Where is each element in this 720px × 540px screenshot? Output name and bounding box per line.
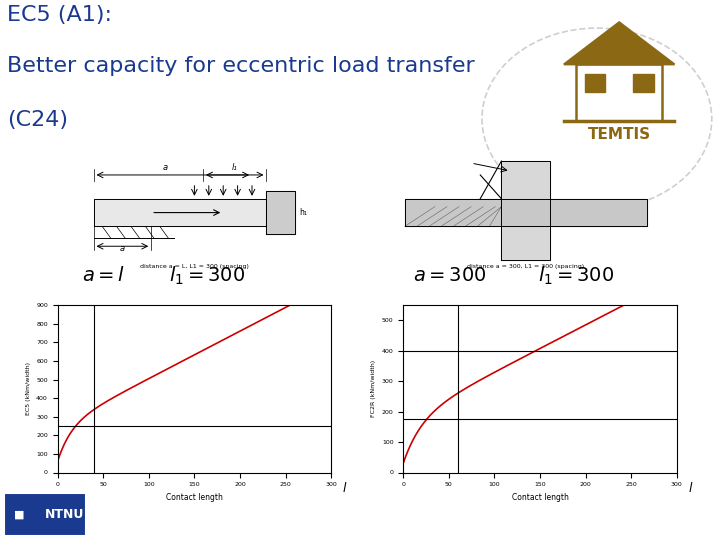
Text: $a = l$: $a = l$ [82,266,125,285]
Text: (C24): (C24) [7,110,68,130]
Text: NTNU: NTNU [45,508,84,521]
Text: $l_1 = 300$: $l_1 = 300$ [169,264,246,287]
Text: September 2008: September 2008 [154,508,271,521]
Y-axis label: EC5 (kNm/width): EC5 (kNm/width) [26,362,30,415]
Text: Better capacity for eccentric load transfer: Better capacity for eccentric load trans… [7,56,475,77]
Polygon shape [564,22,675,64]
Bar [4,493,86,536]
Text: $l_1 = 300$: $l_1 = 300$ [538,264,614,287]
Text: EC5 (A1):: EC5 (A1): [7,5,112,25]
Text: l₁: l₁ [232,163,238,172]
Text: distance a = 300, L1 = 300 (spacing): distance a = 300, L1 = 300 (spacing) [467,264,584,269]
Text: distance a = L, L1 = 300 (spacing): distance a = L, L1 = 300 (spacing) [140,264,249,269]
Text: $l$: $l$ [342,481,348,495]
Y-axis label: FC2R (kNm/width): FC2R (kNm/width) [372,360,376,417]
X-axis label: Contact length: Contact length [512,493,568,502]
Bar [633,74,654,92]
Text: Department of structural engineering: Department of structural engineering [431,508,692,521]
Text: a: a [163,163,168,172]
Text: TEMTIS: TEMTIS [588,126,651,141]
Text: $a = 300$: $a = 300$ [413,266,487,285]
Text: ■: ■ [14,509,25,519]
Bar [585,74,606,92]
X-axis label: Contact length: Contact length [166,493,222,502]
Text: 40: 40 [351,508,369,521]
Text: h₁: h₁ [300,208,307,217]
Text: a: a [120,244,125,253]
Text: $l$: $l$ [688,481,693,495]
